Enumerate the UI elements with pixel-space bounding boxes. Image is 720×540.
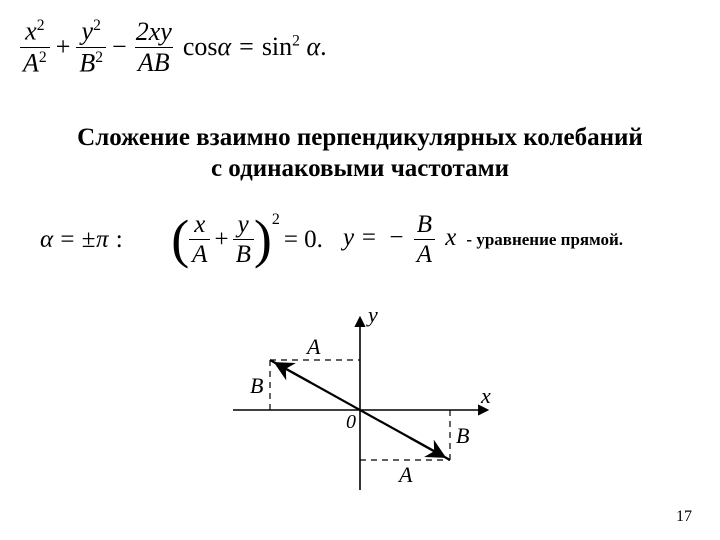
- outer-square: 2: [272, 211, 280, 229]
- equals-1: =: [239, 32, 254, 62]
- line-equation-annotation: - уравнение прямой.: [466, 230, 623, 250]
- fraction-y-b: y B: [233, 212, 254, 267]
- svg-text:x: x: [480, 383, 491, 408]
- svg-text:A: A: [305, 334, 321, 359]
- equation-row-2: α = ±π : ( x A + y B ) 2 = 0. y = − B A …: [40, 212, 690, 267]
- fraction-b-a: B A: [414, 212, 435, 267]
- fraction-x2-a2: x2 A2: [20, 18, 50, 76]
- title-line-2: с одинаковыми частотами: [0, 153, 720, 184]
- plus-inside: +: [214, 226, 228, 254]
- fraction-y2-b2: y2 B2: [76, 18, 106, 76]
- alpha-condition: α = ±π :: [40, 226, 123, 254]
- equals-zero: = 0.: [284, 226, 323, 254]
- svg-text:y: y: [366, 310, 378, 327]
- right-paren: ): [254, 218, 272, 261]
- fraction-x-a: x A: [189, 212, 210, 267]
- svg-text:B: B: [456, 423, 469, 448]
- plus-1: +: [56, 32, 71, 62]
- page-number: 17: [676, 508, 692, 526]
- trajectory-diagram: y x 0 A A B B: [225, 310, 495, 505]
- minus-1: −: [112, 32, 127, 62]
- squared-paren-group: ( x A + y B ) 2: [171, 212, 280, 267]
- svg-text:B: B: [250, 373, 263, 398]
- sin2-alpha: sin2 α.: [262, 32, 327, 62]
- line-equation: y = − B A x: [343, 212, 456, 267]
- title-line-1: Сложение взаимно перпендикулярных колеба…: [0, 122, 720, 153]
- svg-text:0: 0: [346, 411, 356, 433]
- section-title: Сложение взаимно перпендикулярных колеба…: [0, 122, 720, 185]
- svg-text:A: A: [397, 462, 413, 487]
- equation-top: x2 A2 + y2 B2 − 2xy AB cosα = sin2 α.: [20, 18, 327, 76]
- left-paren: (: [171, 218, 189, 261]
- cos-alpha: cosα: [183, 32, 231, 62]
- fraction-2xy-ab: 2xy AB: [133, 19, 175, 76]
